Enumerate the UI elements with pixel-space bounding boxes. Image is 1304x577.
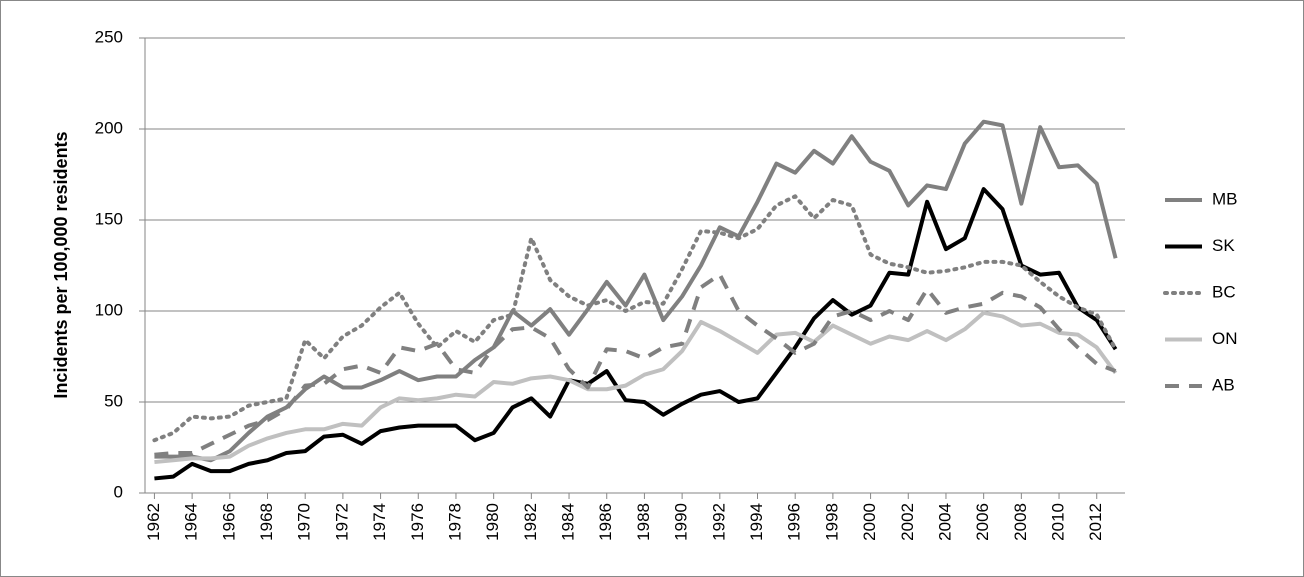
x-tick-label: 1974	[370, 503, 389, 541]
x-tick-label: 1962	[144, 503, 163, 541]
legend-label: ON	[1212, 329, 1238, 348]
x-tick-label: 2006	[973, 503, 992, 541]
x-tick-label: 2008	[1011, 503, 1030, 541]
y-tick-label: 200	[95, 118, 123, 137]
x-tick-label: 1970	[295, 503, 314, 541]
x-tick-label: 2000	[860, 503, 879, 541]
series-line	[154, 272, 1117, 457]
series-line	[154, 187, 1118, 481]
x-tick-label: 1990	[672, 503, 691, 541]
y-tick-label: 100	[95, 300, 123, 319]
x-tick-label: 1976	[408, 503, 427, 541]
x-tick-label: 2004	[935, 503, 954, 541]
x-tick-label: 1984	[559, 503, 578, 541]
legend-label: BC	[1212, 282, 1236, 301]
y-axis-title: Incidents per 100,000 residents	[51, 131, 71, 398]
x-tick-label: 1992	[709, 503, 728, 541]
series-line	[152, 194, 1118, 443]
x-tick-label: 2002	[898, 503, 917, 541]
x-tick-label: 1982	[521, 503, 540, 541]
x-tick-label: 2010	[1049, 503, 1068, 541]
x-tick-label: 1994	[747, 503, 766, 541]
legend-label: MB	[1212, 189, 1238, 208]
x-tick-label: 1966	[219, 503, 238, 541]
x-tick-label: 1978	[445, 503, 464, 541]
x-tick-label: 1998	[822, 503, 841, 541]
x-tick-label: 2012	[1086, 503, 1105, 541]
y-tick-label: 150	[95, 209, 123, 228]
y-tick-label: 0	[114, 482, 123, 501]
y-tick-label: 50	[104, 391, 123, 410]
x-tick-label: 1986	[596, 503, 615, 541]
x-tick-label: 1972	[332, 503, 351, 541]
legend-label: SK	[1212, 236, 1235, 255]
y-tick-label: 250	[95, 27, 123, 46]
x-tick-label: 1968	[257, 503, 276, 541]
x-tick-label: 1980	[483, 503, 502, 541]
x-tick-label: 1988	[634, 503, 653, 541]
series-line	[154, 310, 1118, 465]
x-tick-label: 1996	[785, 503, 804, 541]
x-tick-label: 1964	[182, 503, 201, 541]
legend-label: AB	[1212, 375, 1235, 394]
